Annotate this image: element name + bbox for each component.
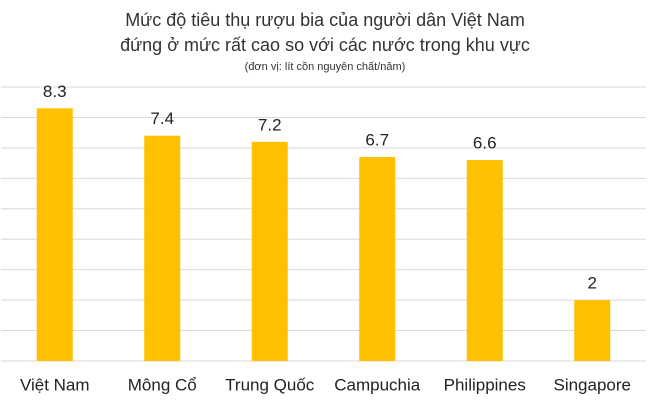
chart-note: (đơn vị: lít cồn nguyên chất/năm) [245, 61, 406, 73]
bar [466, 160, 503, 361]
bar [144, 135, 181, 361]
chart-subtitle: đứng ở mức rất cao so với các nước trong… [120, 35, 530, 55]
chart-title: Mức độ tiêu thụ rượu bia của người dân V… [125, 10, 525, 30]
value-label: 6.7 [365, 131, 389, 150]
bar [251, 141, 288, 361]
x-tick-label: Singapore [553, 375, 631, 394]
bar [359, 157, 396, 361]
value-label: 2 [588, 274, 597, 293]
x-tick-label: Campuchia [334, 375, 421, 394]
bar [574, 300, 611, 361]
x-tick-label: Mông Cổ [128, 375, 197, 394]
x-tick-label: Philippines [444, 375, 526, 394]
x-tick-label: Trung Quốc [225, 375, 315, 394]
bar [36, 108, 73, 361]
value-label: 7.2 [258, 115, 282, 134]
x-tick-label: Việt Nam [20, 375, 90, 394]
value-label: 7.4 [150, 109, 174, 128]
value-label: 8.3 [43, 82, 67, 101]
value-label: 6.6 [473, 134, 497, 153]
